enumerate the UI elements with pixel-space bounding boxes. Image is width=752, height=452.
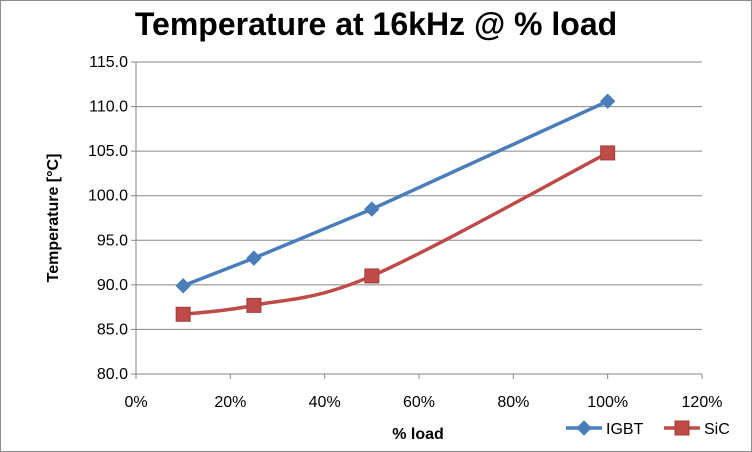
x-tick-label: 60% [403, 394, 435, 411]
series-igbt-point [246, 250, 262, 266]
legend-sic-swatch-marker [674, 420, 690, 436]
series-igbt-point [599, 93, 616, 109]
series-sic-point [364, 268, 380, 284]
x-tick-label: 20% [214, 394, 246, 411]
x-tick-label: 0% [124, 394, 147, 411]
series-igbt-point [175, 278, 191, 294]
chart-title: Temperature at 16kHz @ % load [134, 6, 618, 42]
series-sic-line [182, 151, 609, 317]
y-tick-label: 115.0 [89, 54, 128, 71]
x-tick-label: 120% [682, 394, 723, 411]
legend-igbt-swatch-marker [576, 420, 592, 436]
y-tick-label: 100.0 [88, 188, 128, 205]
series-igbt-line [182, 99, 609, 288]
x-axis-title: % load [392, 426, 444, 443]
legend-igbt-label: IGBT [606, 421, 644, 438]
y-tick-label: 105.0 [88, 143, 128, 160]
series-igbt-point [364, 201, 380, 217]
x-tick-label: 80% [497, 394, 529, 411]
series-sic [175, 145, 616, 322]
y-tick-label: 95.0 [97, 232, 128, 249]
legend: IGBT SiC [566, 420, 730, 438]
y-tick-label: 110.0 [89, 99, 128, 116]
x-tick-label: 40% [309, 394, 341, 411]
series-sic-point [600, 145, 616, 161]
y-axis-title: Temperature [°C] [45, 154, 62, 283]
series-sic-point [175, 306, 191, 322]
y-tick-label: 90.0 [97, 277, 128, 294]
series-sic-point [246, 297, 262, 313]
y-tick-label: 85.0 [97, 321, 128, 338]
x-tick-label: 100% [587, 394, 628, 411]
series-igbt [175, 93, 616, 294]
legend-sic-label: SiC [704, 421, 730, 438]
y-tick-label: 80.0 [97, 366, 128, 383]
